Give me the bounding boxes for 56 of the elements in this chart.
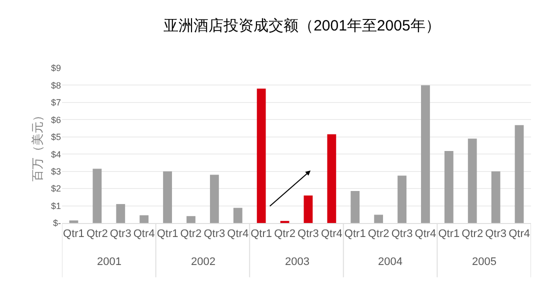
- text: 2002: [191, 256, 216, 268]
- bar: [210, 174, 219, 223]
- x-tick-label: Qtr2: [462, 228, 484, 240]
- y-tick-label: $1: [50, 200, 61, 211]
- x-tick-label: Qtr3: [204, 228, 226, 240]
- bar: [140, 215, 149, 223]
- x-tick-label: Qtr3: [110, 228, 132, 240]
- x-tick-label: Qtr4: [508, 228, 530, 240]
- bar: [491, 171, 500, 223]
- x-tick-label: Qtr4: [320, 228, 342, 240]
- bar: [374, 214, 384, 223]
- bar: [444, 151, 454, 223]
- bar: [233, 208, 242, 223]
- x-tick-label: Qtr2: [86, 228, 108, 240]
- x-tick-label: Qtr3: [298, 228, 319, 240]
- bar: [92, 168, 102, 223]
- x-tick-label: Qtr2: [274, 228, 296, 240]
- y-axis-title: 百万（美元）: [30, 110, 44, 182]
- bar: [514, 125, 524, 223]
- x-tick-label: Qtr1: [344, 228, 366, 240]
- bar: [468, 138, 477, 223]
- x-tick-label: Qtr4: [133, 228, 155, 240]
- y-tick-label: $9: [50, 63, 61, 74]
- bar: [350, 190, 360, 223]
- y-tick-label: $2: [50, 184, 61, 194]
- y-tick-label: $6: [50, 114, 61, 125]
- x-tick-label: Qtr1: [250, 228, 272, 240]
- x-tick-label: Qtr3: [485, 228, 507, 240]
- bar: [163, 171, 172, 223]
- y-tick-label: $5: [50, 132, 61, 142]
- bar: [256, 88, 266, 223]
- bar: [69, 220, 78, 223]
- y-tick-label: $3: [50, 166, 61, 176]
- text: 2004: [378, 256, 402, 268]
- y-tick-label: $7: [50, 98, 61, 108]
- x-tick-label: Qtr1: [63, 228, 84, 240]
- bar: [421, 85, 430, 223]
- bar: [116, 204, 126, 223]
- chart-title: 亚洲酒店投资成交额（2001年至2005年）: [164, 17, 440, 34]
- y-tick-label: $8: [50, 80, 61, 90]
- text: 2005: [472, 256, 496, 268]
- x-tick-label: Qtr1: [156, 228, 178, 240]
- bar: [304, 195, 313, 223]
- x-tick-label: Qtr4: [227, 228, 249, 240]
- text: 2003: [285, 256, 310, 268]
- x-tick-label: Qtr3: [391, 228, 413, 240]
- bar: [327, 134, 336, 223]
- x-tick-label: Qtr4: [414, 228, 436, 240]
- text: 2001: [97, 256, 122, 268]
- bar: [398, 176, 406, 223]
- x-tick-label: Qtr2: [368, 228, 390, 240]
- y-tick-label: $-: [52, 218, 61, 228]
- x-tick-label: Qtr1: [438, 228, 460, 240]
- x-tick-label: Qtr2: [180, 228, 202, 240]
- y-tick-label: $4: [50, 149, 61, 160]
- bar: [186, 216, 196, 223]
